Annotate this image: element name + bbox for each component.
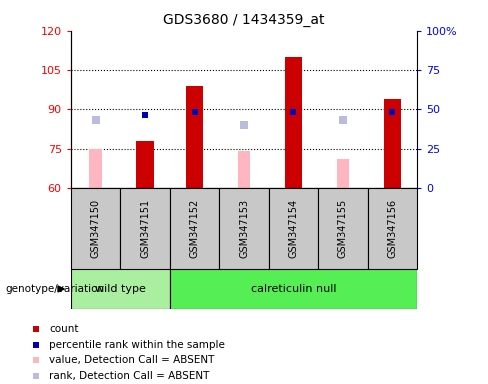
Bar xyxy=(120,188,170,269)
Text: GDS3680 / 1434359_at: GDS3680 / 1434359_at xyxy=(163,13,325,27)
Text: GSM347152: GSM347152 xyxy=(189,199,200,258)
Text: wild type: wild type xyxy=(95,284,146,294)
Text: GSM347154: GSM347154 xyxy=(288,199,299,258)
Bar xyxy=(136,141,154,188)
Bar xyxy=(368,188,417,269)
Bar xyxy=(186,86,203,188)
Text: count: count xyxy=(49,324,79,334)
Bar xyxy=(337,159,349,188)
Bar xyxy=(170,188,219,269)
Bar xyxy=(89,149,102,188)
Text: percentile rank within the sample: percentile rank within the sample xyxy=(49,339,225,349)
Bar xyxy=(238,151,250,188)
Text: GSM347153: GSM347153 xyxy=(239,199,249,258)
Text: GSM347156: GSM347156 xyxy=(387,199,398,258)
Text: rank, Detection Call = ABSENT: rank, Detection Call = ABSENT xyxy=(49,371,209,381)
Text: value, Detection Call = ABSENT: value, Detection Call = ABSENT xyxy=(49,355,214,365)
Text: genotype/variation: genotype/variation xyxy=(5,284,104,294)
Bar xyxy=(285,57,302,188)
Bar xyxy=(269,188,318,269)
Bar xyxy=(71,188,120,269)
Text: GSM347150: GSM347150 xyxy=(90,199,101,258)
Text: GSM347155: GSM347155 xyxy=(338,199,348,258)
Bar xyxy=(318,188,368,269)
Bar xyxy=(71,269,170,309)
Bar xyxy=(219,188,269,269)
Text: calreticulin null: calreticulin null xyxy=(251,284,336,294)
Bar xyxy=(170,269,417,309)
Text: GSM347151: GSM347151 xyxy=(140,199,150,258)
Bar xyxy=(384,99,401,188)
